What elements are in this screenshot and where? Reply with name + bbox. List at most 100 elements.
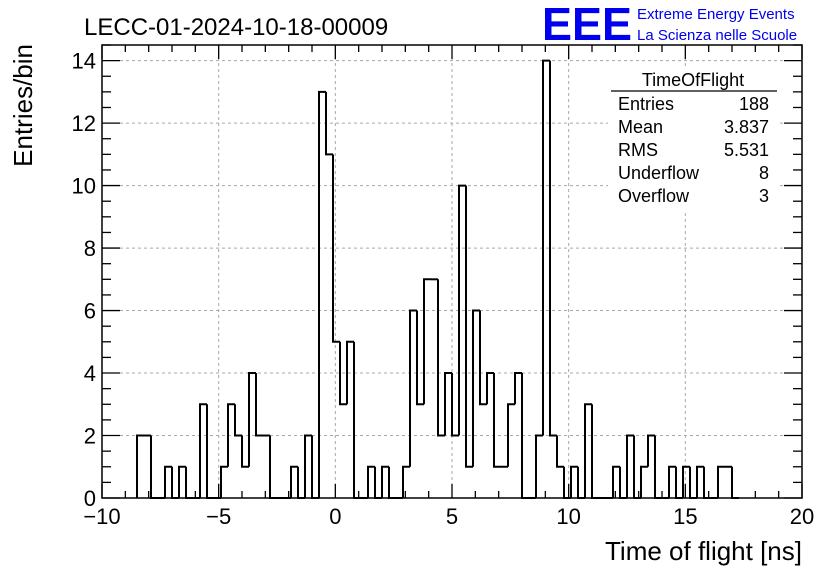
y-tick-label: 10 xyxy=(72,174,96,199)
histogram-bin xyxy=(444,372,452,436)
histogram-bin xyxy=(171,466,179,499)
histogram-bin xyxy=(542,59,550,436)
stats-value: 188 xyxy=(739,94,769,114)
stats-box: TimeOfFlight Entries 188 Mean 3.837 RMS 5.531… xyxy=(608,66,780,210)
histogram-bin xyxy=(318,90,326,498)
histogram-bin xyxy=(220,465,228,498)
histogram-bin xyxy=(339,341,347,406)
logo-mark: EEE xyxy=(542,0,632,50)
histogram-bin xyxy=(591,404,599,499)
stats-value: 3.837 xyxy=(724,117,769,137)
stats-value: 5.531 xyxy=(724,140,769,160)
histogram-bin xyxy=(570,465,578,498)
stats-label: RMS xyxy=(618,140,658,160)
histogram-bin xyxy=(577,466,585,499)
histogram-bin xyxy=(388,466,396,499)
x-tick-label: 0 xyxy=(329,504,341,529)
histogram-bin xyxy=(675,466,683,499)
stats-label: Entries xyxy=(618,94,674,114)
histogram-bin xyxy=(486,372,494,405)
eee-logo: EEE Extreme Energy Events La Scienza nel… xyxy=(542,0,797,50)
stats-value: 8 xyxy=(759,163,769,183)
x-tick-label: 5 xyxy=(446,504,458,529)
x-tick-label: −10 xyxy=(83,504,120,529)
histogram-bin xyxy=(703,466,711,499)
histogram-bin xyxy=(311,435,319,499)
histogram-bin xyxy=(507,403,515,467)
histogram-bin xyxy=(402,465,410,498)
histogram-bin xyxy=(514,372,522,405)
histogram-bin xyxy=(248,372,256,467)
y-tick-label: 0 xyxy=(84,486,96,511)
grid xyxy=(102,45,802,498)
y-tick-label: 6 xyxy=(84,299,96,324)
x-tick-label: 15 xyxy=(673,504,697,529)
histogram-bin xyxy=(696,465,704,498)
histogram-bin xyxy=(367,465,375,498)
histogram-bin xyxy=(150,435,158,499)
histogram-bin xyxy=(416,310,424,406)
histogram-bin xyxy=(227,403,235,467)
histogram-bin xyxy=(241,435,249,468)
histogram-bin xyxy=(563,466,571,499)
histogram-bin xyxy=(437,279,445,437)
histogram-bin xyxy=(689,466,697,499)
logo-subtitle-line2: La Scienza nelle Scuole xyxy=(637,27,797,44)
histogram-bin xyxy=(458,184,466,436)
histogram-bin xyxy=(465,185,473,468)
histogram-bin xyxy=(346,340,354,405)
histogram-bin xyxy=(472,309,480,467)
x-tick-label: −5 xyxy=(206,504,231,529)
stats-rows: Entries 188 Mean 3.837 RMS 5.531 Underflow 8 Ove… xyxy=(618,94,769,206)
histogram-bin xyxy=(682,465,690,498)
histogram-bin xyxy=(535,434,543,498)
x-tick-label: 20 xyxy=(790,504,814,529)
histogram-bin xyxy=(199,403,207,498)
histogram-bin xyxy=(206,404,214,499)
stats-label: Overflow xyxy=(618,186,690,206)
stats-value: 3 xyxy=(759,186,769,206)
histogram-bin xyxy=(640,465,648,498)
histogram-bin xyxy=(731,466,739,499)
histogram-bin xyxy=(633,435,641,499)
histogram-bin xyxy=(255,373,263,437)
y-tick-label: 12 xyxy=(72,111,96,136)
histogram-bin xyxy=(325,91,333,156)
stats-box-title: TimeOfFlight xyxy=(642,70,744,90)
histogram-bin xyxy=(136,434,144,498)
histogram-bin xyxy=(647,434,655,467)
x-axis-ticks: −10 −5 0 5 10 15 20 xyxy=(83,45,814,529)
histogram-bin xyxy=(234,404,242,437)
histogram-bin xyxy=(409,309,417,467)
histogram-bin xyxy=(584,403,592,498)
histogram-bin xyxy=(654,435,662,499)
histogram-bin xyxy=(479,310,487,406)
stats-box-background xyxy=(608,66,780,210)
y-tick-label: 2 xyxy=(84,424,96,449)
histogram-bin xyxy=(185,466,193,499)
histogram-bin xyxy=(381,465,389,498)
logo-subtitle-line1: Extreme Energy Events xyxy=(637,6,795,23)
histogram-bin xyxy=(374,466,382,499)
x-axis-title: Time of flight [ns] xyxy=(605,536,802,566)
histogram-bin xyxy=(297,466,305,499)
histogram-bin xyxy=(668,465,676,498)
histogram-bin xyxy=(423,278,431,405)
run-title: LECC-01-2024-10-18-00009 xyxy=(84,14,388,41)
histogram-bin xyxy=(269,435,277,499)
histogram-bin xyxy=(612,465,620,498)
stats-label: Underflow xyxy=(618,163,700,183)
histogram-bin xyxy=(717,465,725,498)
histogram-bin xyxy=(290,465,298,498)
y-tick-label: 8 xyxy=(84,236,96,261)
histogram-bin xyxy=(353,341,361,499)
histogram-bin xyxy=(493,373,501,468)
histogram-bin xyxy=(332,154,340,343)
y-tick-label: 14 xyxy=(72,49,96,74)
histogram-bin xyxy=(178,465,186,498)
histogram-bin xyxy=(619,466,627,499)
histogram-bin xyxy=(549,60,557,437)
stats-label: Mean xyxy=(618,117,663,137)
histogram-bin xyxy=(304,434,312,498)
